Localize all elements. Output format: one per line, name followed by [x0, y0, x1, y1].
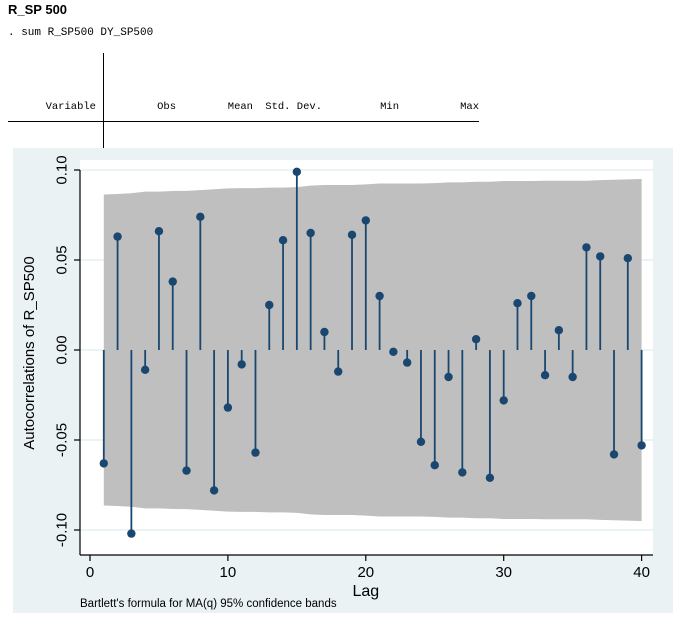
- svg-text:-0.10: -0.10: [54, 513, 71, 547]
- svg-text:0: 0: [86, 564, 94, 581]
- svg-text:0.00: 0.00: [54, 335, 71, 364]
- svg-text:Lag: Lag: [352, 583, 379, 600]
- column-header-obs: Obs: [157, 100, 176, 113]
- table-divider: [103, 53, 104, 232]
- table-header-row: Variable Obs Mean Std. Dev. Min Max: [8, 100, 479, 122]
- svg-text:-0.05: -0.05: [54, 423, 71, 457]
- page-title: R_SP 500: [8, 2, 68, 17]
- column-header-std: Std. Dev.: [265, 100, 322, 113]
- svg-text:0.10: 0.10: [54, 155, 71, 184]
- svg-text:40: 40: [633, 564, 650, 581]
- svg-text:Bartlett's formula for MA(q) 9: Bartlett's formula for MA(q) 95% confide…: [80, 598, 337, 610]
- ac-chart-panel: 0.10 0.05 0.00 -0.05 -0.10 0 10 20 30 40 Autocorre…: [13, 148, 673, 613]
- ac-chart: 0.10 0.05 0.00 -0.05 -0.10 0 10 20 30 40 Autocorre…: [13, 148, 673, 613]
- column-header-max: Max: [460, 100, 479, 113]
- column-header-min: Min: [380, 100, 399, 113]
- svg-text:20: 20: [357, 564, 374, 581]
- column-header-mean: Mean: [227, 100, 253, 113]
- svg-text:0.05: 0.05: [54, 245, 71, 274]
- stata-command: . sum R_SP500 DY_SP500: [8, 27, 154, 39]
- column-header-variable: Variable: [45, 100, 96, 113]
- svg-text:30: 30: [495, 564, 512, 581]
- svg-text:10: 10: [220, 564, 237, 581]
- svg-text:Autocorrelations of R_SP500: Autocorrelations of R_SP500: [21, 256, 38, 449]
